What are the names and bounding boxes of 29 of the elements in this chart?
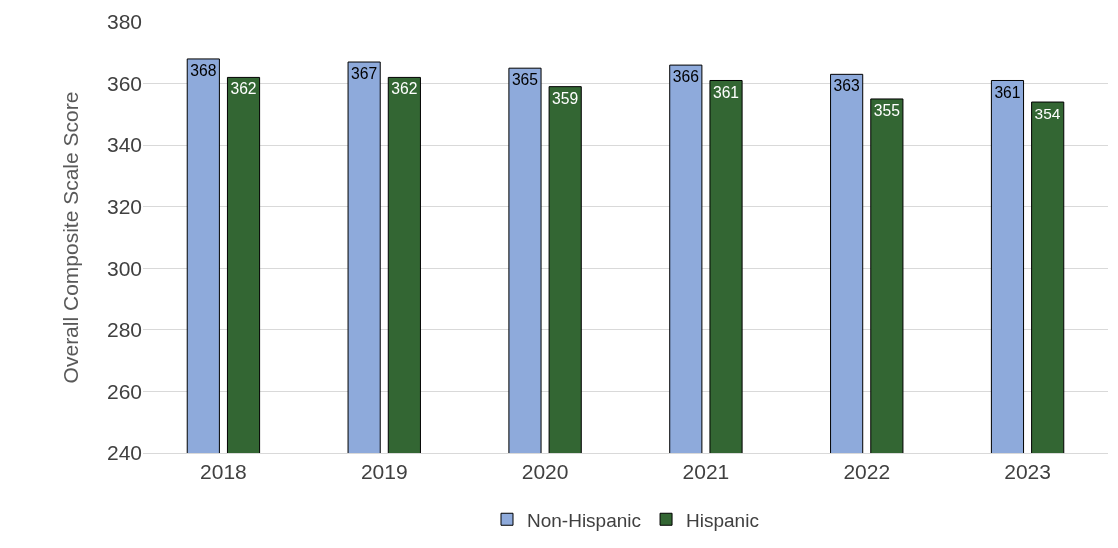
data-label: 363 [833,77,860,95]
x-tick-label: 2019 [360,460,408,484]
y-tick-label: 340 [106,133,142,157]
y-tick-label: 320 [106,195,142,219]
y-tick-label: 360 [106,71,142,95]
data-label: 359 [552,89,579,107]
legend-label: Hispanic [686,509,759,531]
x-tick-label: 2020 [521,460,569,484]
y-axis-title: Overall Composite Scale Score [59,91,83,384]
data-label: 365 [511,71,539,89]
data-label: 362 [391,80,418,98]
data-label: 354 [1034,104,1061,122]
y-tick-label: 380 [106,10,142,34]
legend-label: Non-Hispanic [527,509,642,531]
data-label: 361 [994,83,1021,101]
y-tick-label: 240 [106,441,142,465]
data-label: 367 [351,65,378,83]
data-label: 362 [230,80,257,98]
x-tick-label: 2023 [1004,460,1051,484]
data-label: 366 [672,68,700,86]
data-label: 355 [873,101,901,119]
y-tick-label: 260 [106,379,142,403]
data-label: 368 [190,61,217,79]
x-tick-label: 2022 [843,460,891,484]
data-label: 361 [712,83,740,101]
x-tick-label: 2018 [200,460,247,484]
y-tick-label: 300 [106,256,142,280]
y-tick-label: 280 [106,318,142,342]
x-tick-label: 2021 [682,460,730,484]
